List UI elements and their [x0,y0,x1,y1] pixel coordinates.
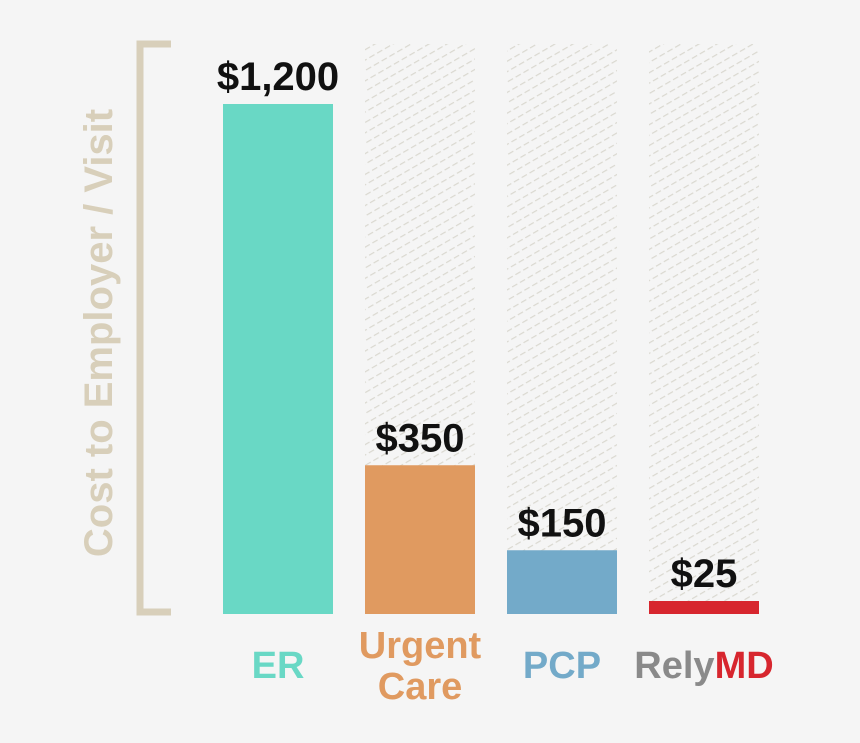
value-label-relymd: $25 [671,552,738,596]
bar-background-relymd [649,44,759,614]
value-label-er: $1,200 [217,55,339,99]
value-label-urgent-care: $350 [376,416,465,460]
category-label-urgent-care: Urgent Care [359,625,482,708]
bar-background-pcp [507,44,617,614]
category-label-relymd: RelyMD [634,645,773,687]
category-label-er: ER [252,645,305,687]
bar-pcp [507,550,617,614]
bars-layer: $1,200 ER $350 Urgent Care $150 PCP $25 RelyMD [217,44,774,708]
bar-urgent-care [365,465,475,614]
category-label-pcp: PCP [523,645,601,687]
bar-er [223,104,333,614]
value-label-pcp: $150 [518,501,607,545]
bar-relymd [649,601,759,614]
y-axis-bracket [136,40,171,616]
y-axis-label: Cost to Employer / Visit [77,109,121,557]
